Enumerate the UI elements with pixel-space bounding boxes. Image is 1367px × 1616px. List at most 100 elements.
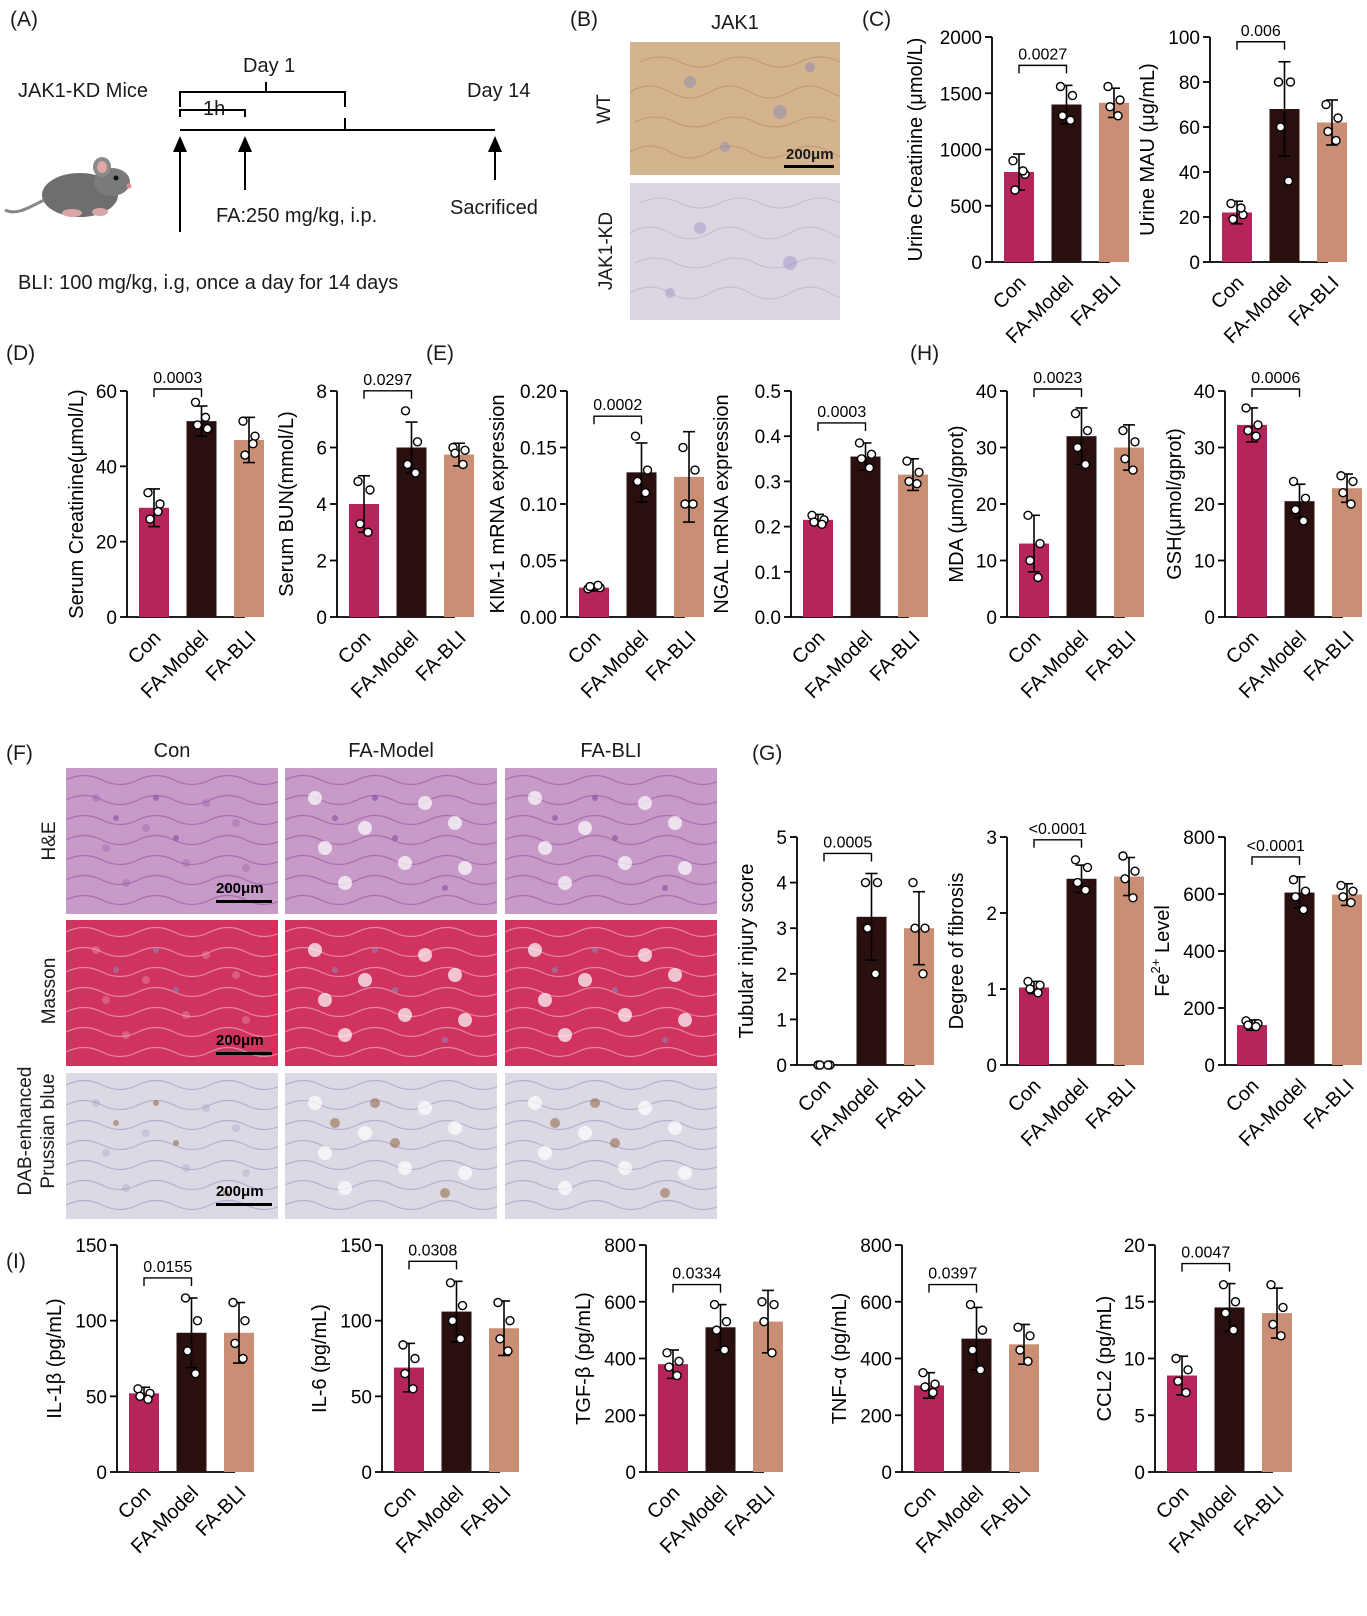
- y-axis-label: Urine Creatinine (μmol/L): [905, 38, 927, 262]
- data-point: [721, 1316, 732, 1327]
- panel-label-a: (A): [10, 8, 38, 31]
- data-point: [1023, 1356, 1033, 1367]
- data-point: [928, 1387, 938, 1398]
- y-tick-label: 400: [604, 1350, 636, 1371]
- y-tick-label: 20: [1194, 495, 1215, 516]
- bar-con: [658, 1364, 688, 1472]
- data-point: [910, 923, 920, 933]
- histology-he-model-image: [285, 768, 497, 914]
- data-point: [1276, 1331, 1286, 1341]
- data-point: [823, 1060, 833, 1070]
- category-label: Con: [899, 1482, 941, 1524]
- data-point: [672, 1370, 682, 1381]
- significance-bracket: [408, 1260, 458, 1270]
- jak1-scalebar: [784, 165, 834, 168]
- data-point: [402, 459, 413, 470]
- bar-fa-model: [1051, 104, 1082, 262]
- bar-fa-model: [850, 456, 881, 617]
- data-point: [457, 1300, 468, 1311]
- data-point: [192, 1315, 203, 1326]
- data-point: [1338, 892, 1348, 902]
- data-point: [1013, 1322, 1023, 1332]
- category-label: FA-BLI: [1300, 627, 1359, 686]
- data-point: [180, 1293, 191, 1303]
- data-point: [593, 580, 603, 591]
- y-tick-label: 800: [1183, 828, 1215, 849]
- data-point: [1298, 516, 1309, 526]
- panel-label-f: (F): [6, 742, 33, 765]
- y-tick-label: 200: [860, 1406, 892, 1427]
- data-point: [1333, 113, 1343, 123]
- y-tick-label: 0.05: [520, 552, 557, 573]
- data-point: [809, 517, 819, 527]
- category-label: Con: [989, 272, 1031, 314]
- y-tick-label: 1000: [940, 141, 982, 162]
- data-point: [965, 1299, 976, 1310]
- panel-label-i: (I): [6, 1250, 26, 1273]
- data-point: [238, 1353, 248, 1364]
- data-point: [505, 1315, 515, 1326]
- bar-fa-bli: [1332, 894, 1362, 1065]
- data-point: [1243, 1020, 1253, 1030]
- y-tick-label: 0: [986, 1056, 997, 1077]
- histology-he-con-image: [66, 768, 278, 914]
- bar-fa-model: [1284, 892, 1315, 1065]
- y-tick-label: 0: [1134, 1463, 1145, 1484]
- data-point: [228, 1297, 238, 1308]
- data-point: [133, 1384, 143, 1394]
- data-point: [930, 1379, 940, 1389]
- category-label: FA-BLI: [872, 1075, 931, 1134]
- data-point: [1128, 465, 1138, 475]
- y-tick-label: 60: [1179, 118, 1200, 139]
- data-point: [445, 1278, 456, 1288]
- bar-fa-model: [186, 421, 217, 617]
- data-point: [674, 1356, 684, 1367]
- bar-con: [1019, 987, 1049, 1065]
- data-point: [1010, 185, 1020, 195]
- category-label: Con: [643, 1482, 685, 1524]
- data-point: [872, 877, 883, 888]
- category-label: Con: [379, 1482, 421, 1524]
- y-tick-label: 10: [1124, 1350, 1145, 1371]
- y-tick-label: 50: [351, 1387, 372, 1408]
- y-axis-label: Tubular injury score: [736, 864, 758, 1039]
- category-label: Con: [794, 1075, 836, 1117]
- category-label: FA-BLI: [977, 1482, 1036, 1541]
- y-tick-label: 10: [976, 552, 997, 573]
- data-point: [975, 1365, 986, 1375]
- p-value-label: 0.0023: [1033, 370, 1082, 387]
- y-tick-label: 800: [604, 1236, 636, 1257]
- day1-label: Day 1: [243, 55, 296, 77]
- y-axis-label: Urine MAU (μg/mL): [1137, 63, 1159, 236]
- data-point: [353, 476, 363, 487]
- y-tick-label: 200: [604, 1406, 636, 1427]
- data-point: [912, 478, 922, 489]
- data-point: [400, 406, 411, 416]
- y-tick-label: 3: [776, 919, 787, 940]
- histology-dab-con-image: [66, 1073, 278, 1219]
- bar-fa-bli: [898, 474, 928, 617]
- data-point: [1336, 471, 1346, 481]
- significance-bracket: [1181, 1262, 1231, 1272]
- data-point: [1018, 166, 1028, 176]
- data-point: [192, 420, 203, 430]
- data-point: [458, 459, 468, 470]
- category-label: Con: [1207, 272, 1249, 314]
- y-tick-label: 30: [976, 439, 997, 460]
- y-tick-label: 0: [1204, 608, 1215, 629]
- y-axis-label: MDA (μmol/gprot): [946, 425, 968, 582]
- category-label: Con: [564, 627, 606, 669]
- data-point: [860, 877, 871, 888]
- y-axis-label: Degree of fibrosis: [946, 873, 968, 1030]
- data-point: [1228, 1325, 1239, 1335]
- day14-label: Day 14: [467, 80, 531, 102]
- category-label: FA-BLI: [1300, 1075, 1359, 1134]
- data-point: [238, 416, 248, 426]
- data-point: [1035, 538, 1045, 549]
- y-tick-label: 20: [96, 533, 117, 554]
- y-tick-label: 0.0: [755, 608, 781, 629]
- category-label: FA-BLI: [202, 627, 261, 686]
